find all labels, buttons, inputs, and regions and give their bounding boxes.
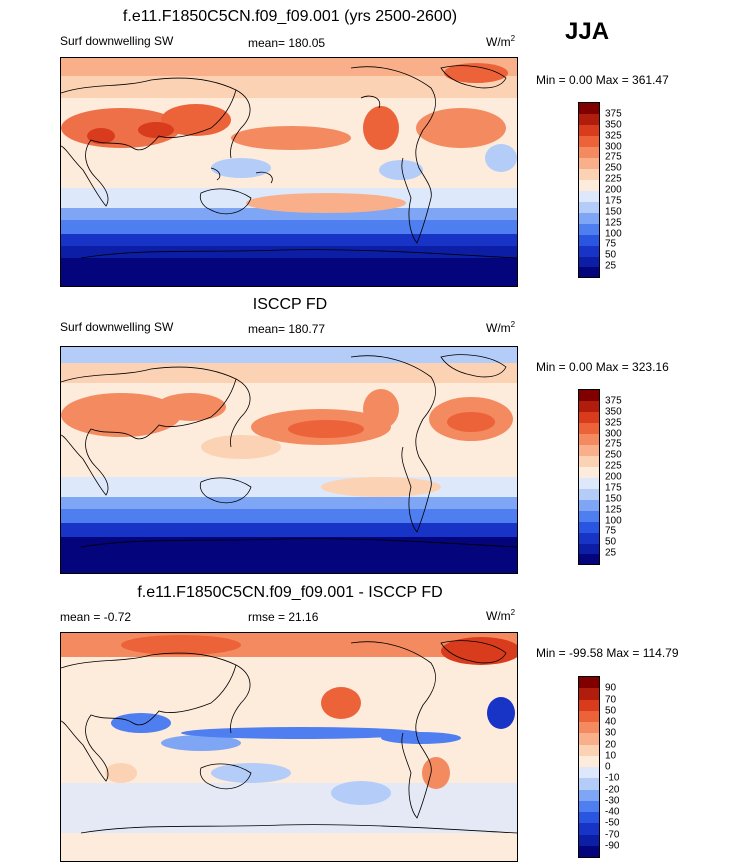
panel2-colorbar <box>578 389 600 565</box>
panel3-colorbar-tick: -10 <box>605 772 620 784</box>
panel2-colorbar-tick: 25 <box>605 547 617 559</box>
panel3-rmse-label: rmse = 21.16 <box>248 610 319 624</box>
panel1-colorbar-tick: 375 <box>605 108 622 120</box>
panel3-mean-label: mean = -0.72 <box>60 610 132 624</box>
panel3-colorbar-tick: 20 <box>605 739 617 750</box>
panel3-colorbar-tick: 0 <box>605 761 611 773</box>
panel2-colorbar-tick: 300 <box>605 428 622 439</box>
panel2-colorbar-tick: 200 <box>605 471 622 483</box>
panel1-colorbar-tick: 50 <box>605 249 617 261</box>
panel2-mean-label: mean= 180.77 <box>248 322 326 336</box>
panel1-colorbar-tick: 250 <box>605 162 622 174</box>
panel2-colorbar-tick: 150 <box>605 493 622 505</box>
panel2-colorbar-tick: 100 <box>605 515 622 526</box>
panel3-colorbar-tick: 90 <box>605 682 617 694</box>
panel1-minmax-label: Min = 0.00 Max = 361.47 <box>536 73 669 87</box>
panel1-colorbar-tick: 150 <box>605 206 622 218</box>
panel1-map-svg <box>61 58 517 286</box>
panel2-map <box>60 346 518 574</box>
panel3-colorbar-tick: -30 <box>605 795 620 807</box>
panel3-units-label: W/m2 <box>486 608 516 623</box>
panel2-title: ISCCP FD <box>252 296 328 313</box>
panel1-colorbar-tick: 175 <box>605 195 622 207</box>
panel2-colorbar-tick: 350 <box>605 406 622 418</box>
panel3-colorbar-tick: -20 <box>605 784 620 795</box>
panel1-units-label: W/m2 <box>486 34 516 49</box>
panel2-colorbar-tick: 275 <box>605 438 622 450</box>
panel1-colorbar-tick: 25 <box>605 260 617 272</box>
panel1-colorbar-tick: 100 <box>605 228 622 239</box>
panel1-title: f.e11.F1850C5CN.f09_f09.001 (yrs 2500-26… <box>122 8 458 25</box>
panel1-colorbar-tick: 125 <box>605 217 622 229</box>
panel2-minmax-label: Min = 0.00 Max = 323.16 <box>536 360 669 374</box>
panel2-colorbar-tick: 325 <box>605 417 622 429</box>
panel1-colorbar-tick: 75 <box>605 238 617 250</box>
panel1-map <box>60 57 518 287</box>
panel1-colorbar-tick: 325 <box>605 130 622 142</box>
panel2-units-label: W/m2 <box>486 320 516 335</box>
panel2-colorbar-tick: 75 <box>605 525 617 537</box>
panel1-colorbar <box>578 102 600 278</box>
panel3-colorbar-tick: 40 <box>605 716 617 728</box>
panel1-variable-label: Surf downwelling SW <box>60 34 174 48</box>
panel3-map <box>60 632 518 862</box>
panel2-colorbar-tick: 250 <box>605 449 622 461</box>
panel3-colorbar <box>578 676 600 858</box>
panel2-map-svg <box>61 347 517 573</box>
panel1-colorbar-tick: 225 <box>605 173 622 185</box>
panel3-map-svg <box>61 633 517 861</box>
panel2-colorbar-tick: 225 <box>605 460 622 472</box>
panel1-colorbar-tick: 200 <box>605 184 622 196</box>
panel2-colorbar-tick: 50 <box>605 536 617 548</box>
panel1-colorbar-tick: 300 <box>605 141 622 152</box>
panel1-colorbar-tick: 275 <box>605 151 622 163</box>
season-label: JJA <box>565 18 610 45</box>
panel3-colorbar-tick: -50 <box>605 817 620 829</box>
panel3-colorbar-tick: 30 <box>605 727 617 739</box>
panel3-title: f.e11.F1850C5CN.f09_f09.001 - ISCCP FD <box>137 584 443 601</box>
panel2-colorbar-tick: 375 <box>605 395 622 407</box>
panel2-colorbar-tick: 175 <box>605 482 622 494</box>
panel2-variable-label: Surf downwelling SW <box>60 320 174 334</box>
panel2-colorbar-tick: 125 <box>605 504 622 516</box>
panel3-colorbar-tick: -90 <box>605 840 620 852</box>
panel1-colorbar-tick: 350 <box>605 119 622 131</box>
panel3-minmax-label: Min = -99.58 Max = 114.79 <box>536 646 679 660</box>
panel1-mean-label: mean= 180.05 <box>248 36 326 50</box>
panel3-colorbar-tick: -40 <box>605 806 620 818</box>
panel3-colorbar-tick: 70 <box>605 694 617 705</box>
panel3-colorbar-tick: -70 <box>605 829 620 840</box>
panel3-colorbar-tick: 50 <box>605 705 617 717</box>
panel3-colorbar-tick: 10 <box>605 750 617 762</box>
